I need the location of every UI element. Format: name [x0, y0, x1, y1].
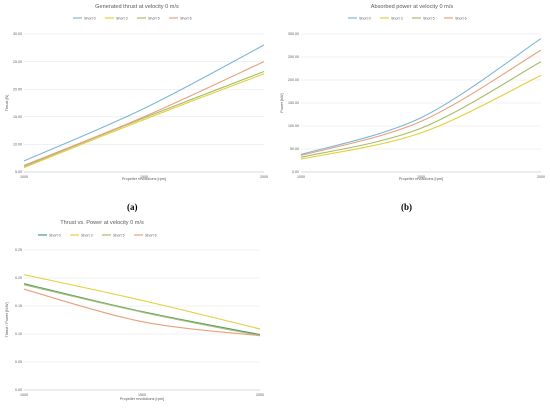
y-tick-label: 30.00 [13, 32, 22, 36]
y-axis-label: Thrust [N] [5, 95, 9, 112]
legend-label: Short 3 [391, 16, 403, 20]
chart-c-svg: Thrust vs. Power at velocity 0 m/s Short … [5, 220, 264, 401]
series-line-short-3 [23, 73, 265, 169]
y-tick-label: 25.00 [13, 60, 22, 64]
y-tick-label: 10.00 [13, 143, 22, 147]
y-tick-label: 0.00 [292, 170, 299, 174]
legend-label: Short 3 [81, 233, 93, 237]
legend-label: Short 6 [180, 16, 192, 20]
series-line-short-0 [23, 283, 261, 336]
legend-label: Short 0 [49, 233, 61, 237]
chart-title: Absorbed power at velocity 0 m/s [371, 4, 454, 10]
y-tick-label: 250.00 [288, 55, 299, 59]
chart-b-svg: Absorbed power at velocity 0 m/s Short 0 S… [280, 4, 545, 181]
legend-label: Short 0 [84, 16, 96, 20]
x-tick-label: 2000 [260, 175, 268, 179]
legend-label: Short 6 [145, 233, 157, 237]
y-tick-label: 5.00 [15, 170, 22, 174]
chart-a-svg: Generated thrust at velocity 0 m/s Short … [5, 4, 268, 181]
legend-label: Short 3 [116, 16, 128, 20]
y-tick-label: 20.00 [13, 87, 22, 91]
legend-label: Short 5 [148, 16, 160, 20]
y-axis-label: Thrust / Power [N/W] [5, 302, 9, 337]
chart-title: Thrust vs. Power at velocity 0 m/s [60, 220, 144, 226]
subfigure-label-b: (b) [401, 202, 412, 212]
chart-panel-b: Absorbed power at velocity 0 m/s Short 0 S… [275, 0, 550, 200]
series-line-short-6 [23, 61, 265, 166]
series-line-short-5 [300, 61, 542, 158]
legend-label: Short 5 [423, 16, 435, 20]
x-tick-label: 1000 [20, 393, 28, 397]
series-line-short-0 [23, 44, 265, 162]
y-tick-label: 200.00 [288, 78, 299, 82]
series-line-short-6 [23, 288, 261, 337]
legend-label: Short 6 [455, 16, 467, 20]
y-tick-label: 0.15 [15, 304, 22, 308]
x-tick-label: 1000 [20, 175, 28, 179]
y-tick-label: 0.05 [15, 360, 22, 364]
series-line-short-0 [300, 38, 542, 156]
y-tick-label: 100.00 [288, 124, 299, 128]
x-tick-label: 1500 [140, 175, 148, 179]
x-axis-label: Propeller revolutions [rpm] [120, 397, 164, 401]
y-tick-label: 0.10 [15, 332, 22, 336]
legend-label: Short 0 [359, 16, 371, 20]
y-tick-label: 50.00 [290, 147, 299, 151]
y-tick-label: 0.20 [15, 276, 22, 280]
chart-title: Generated thrust at velocity 0 m/s [95, 4, 179, 10]
x-tick-label: 1500 [138, 393, 146, 397]
series-line-short-3 [23, 274, 261, 330]
x-tick-label: 2000 [537, 175, 545, 179]
chart-panel-a: Generated thrust at velocity 0 m/s Short … [0, 0, 275, 200]
y-tick-label: 0.00 [15, 388, 22, 392]
y-tick-label: 150.00 [288, 101, 299, 105]
y-tick-label: 15.00 [13, 115, 22, 119]
y-axis-label: Power [kW] [280, 93, 284, 112]
x-tick-label: 1000 [297, 175, 305, 179]
chart-panel-c: Thrust vs. Power at velocity 0 m/s Short … [0, 210, 275, 411]
y-tick-label: 0.25 [15, 248, 22, 252]
x-axis-label: Propeller revolutions [rpm] [122, 177, 166, 181]
subfigure-label-a: (a) [127, 202, 138, 212]
legend-label: Short 5 [113, 233, 125, 237]
series-line-short-6 [300, 49, 542, 156]
series-line-short-3 [300, 74, 542, 160]
y-tick-label: 300.00 [288, 32, 299, 36]
x-tick-label: 1500 [417, 175, 425, 179]
series-line-short-5 [23, 284, 261, 337]
series-line-short-5 [23, 71, 265, 167]
x-tick-label: 2000 [256, 393, 264, 397]
x-axis-label: Propeller revolutions [rpm] [399, 177, 443, 181]
